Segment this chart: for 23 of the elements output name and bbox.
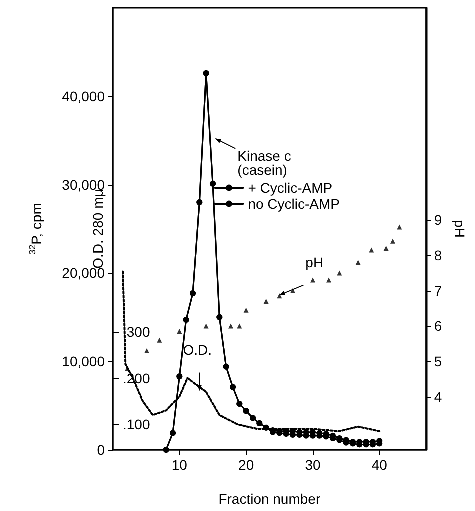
y2-tick-label: 9	[434, 212, 442, 228]
x-tick-label: 40	[372, 457, 388, 473]
x-tick-label: 20	[238, 457, 254, 473]
y2-tick-label: 6	[434, 318, 442, 334]
y-tick-label: 10,000	[62, 354, 106, 370]
x-tick-label: 30	[305, 457, 321, 473]
y3-tick-label: .100	[123, 416, 150, 433]
y-axis-title: 32P, cpm	[28, 203, 44, 255]
y2-tick-label: 7	[434, 282, 442, 299]
y2-axis-title: pH	[452, 220, 468, 238]
annotation: O.D.	[183, 342, 212, 358]
annotation: Kinase c (casein)	[238, 148, 292, 178]
y2-tick-label: 8	[434, 248, 442, 264]
y2-tick-label: 5	[434, 354, 442, 370]
x-axis-title: Fraction number	[218, 491, 321, 507]
legend-label: no Cyclic-AMP	[248, 196, 340, 212]
legend-label: + Cyclic-AMP	[248, 180, 333, 196]
x-tick-label: 10	[172, 457, 188, 473]
y-tick-label: 40,000	[62, 88, 106, 104]
annotation: pH	[306, 254, 324, 270]
y-tick-label: 0	[97, 442, 106, 458]
y3-tick-label: .300	[123, 324, 150, 340]
y2-tick-label: 4	[434, 388, 442, 405]
